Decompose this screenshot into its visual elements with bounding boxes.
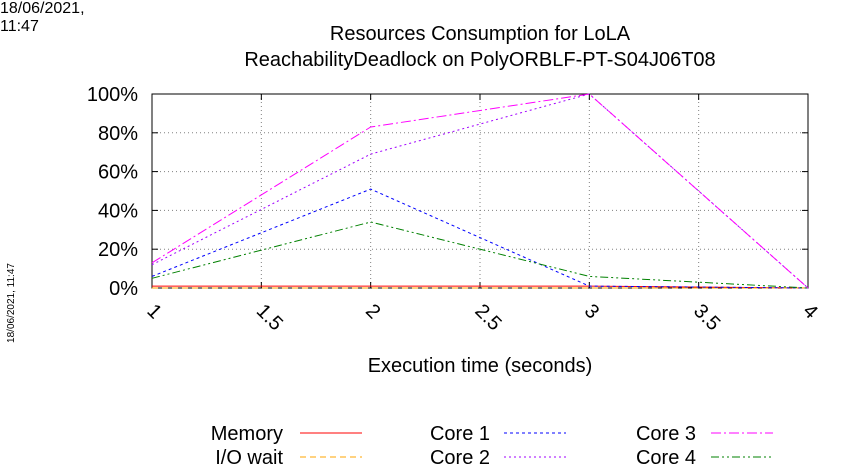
legend-label-i-o-wait: I/O wait — [215, 447, 283, 469]
legend-label-memory: Memory — [211, 423, 283, 445]
y-tick-label: 0% — [109, 278, 138, 300]
x-tick-label: 3.5 — [689, 300, 724, 335]
ticks: 0% 20% 40% 60% 80% 100% 1 1.5 2 2.5 3 3.5 4 — [87, 84, 822, 335]
x-axis-label: Execution time (seconds) — [368, 355, 593, 377]
legend-label-core-3: Core 3 — [636, 423, 696, 445]
x-tick-label: 3 — [580, 300, 603, 323]
series-lines — [151, 93, 809, 289]
y-tick-label: 20% — [98, 239, 138, 261]
series-line-core-1 — [151, 188, 809, 289]
legend-label-core-1: Core 1 — [430, 423, 490, 445]
timestamp-label: 18/06/2021, 11:47 — [6, 263, 17, 343]
chart-title: Resources Consumption for LoLA — [330, 23, 631, 45]
x-tick-label: 2.5 — [470, 300, 505, 335]
y-tick-label: 60% — [98, 162, 138, 184]
series-line-core-4 — [151, 221, 809, 289]
x-tick-label: 4 — [798, 300, 821, 323]
series-line-core-3 — [151, 93, 809, 289]
x-tick-label: 1.5 — [252, 300, 287, 335]
legend-label-core-4: Core 4 — [636, 447, 696, 469]
legend-label-core-2: Core 2 — [430, 447, 490, 469]
y-tick-label: 80% — [98, 123, 138, 145]
y-tick-label: 100% — [87, 84, 138, 106]
y-tick-label: 40% — [98, 200, 138, 222]
grid — [152, 94, 808, 288]
chart-subtitle: ReachabilityDeadlock on PolyORBLF-PT-S04… — [244, 49, 715, 71]
x-tick-label: 2 — [361, 300, 384, 323]
x-tick-label: 1 — [142, 300, 165, 323]
